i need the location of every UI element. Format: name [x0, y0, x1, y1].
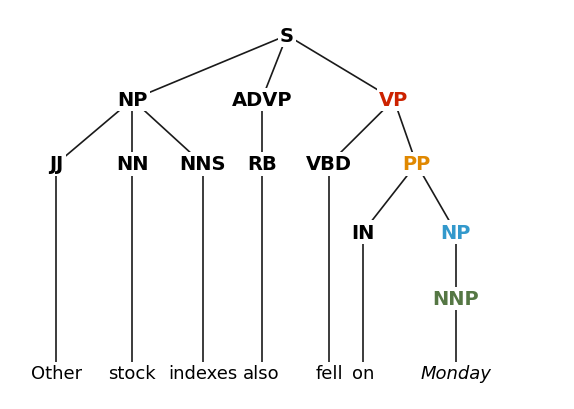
- Text: NP: NP: [441, 223, 471, 242]
- Text: JJ: JJ: [49, 155, 64, 174]
- Text: Monday: Monday: [420, 364, 491, 382]
- Text: indexes: indexes: [168, 364, 237, 382]
- Text: on: on: [352, 364, 374, 382]
- Text: VP: VP: [379, 91, 409, 110]
- Text: RB: RB: [247, 155, 277, 174]
- Text: NNS: NNS: [179, 155, 226, 174]
- Text: ADVP: ADVP: [231, 91, 292, 110]
- Text: NP: NP: [117, 91, 148, 110]
- Text: Other: Other: [31, 364, 82, 382]
- Text: VBD: VBD: [306, 155, 352, 174]
- Text: NNP: NNP: [432, 289, 479, 308]
- Text: IN: IN: [351, 223, 375, 242]
- Text: fell: fell: [315, 364, 343, 382]
- Text: S: S: [280, 27, 294, 46]
- Text: PP: PP: [402, 155, 430, 174]
- Text: stock: stock: [108, 364, 156, 382]
- Text: also: also: [243, 364, 280, 382]
- Text: NN: NN: [116, 155, 149, 174]
